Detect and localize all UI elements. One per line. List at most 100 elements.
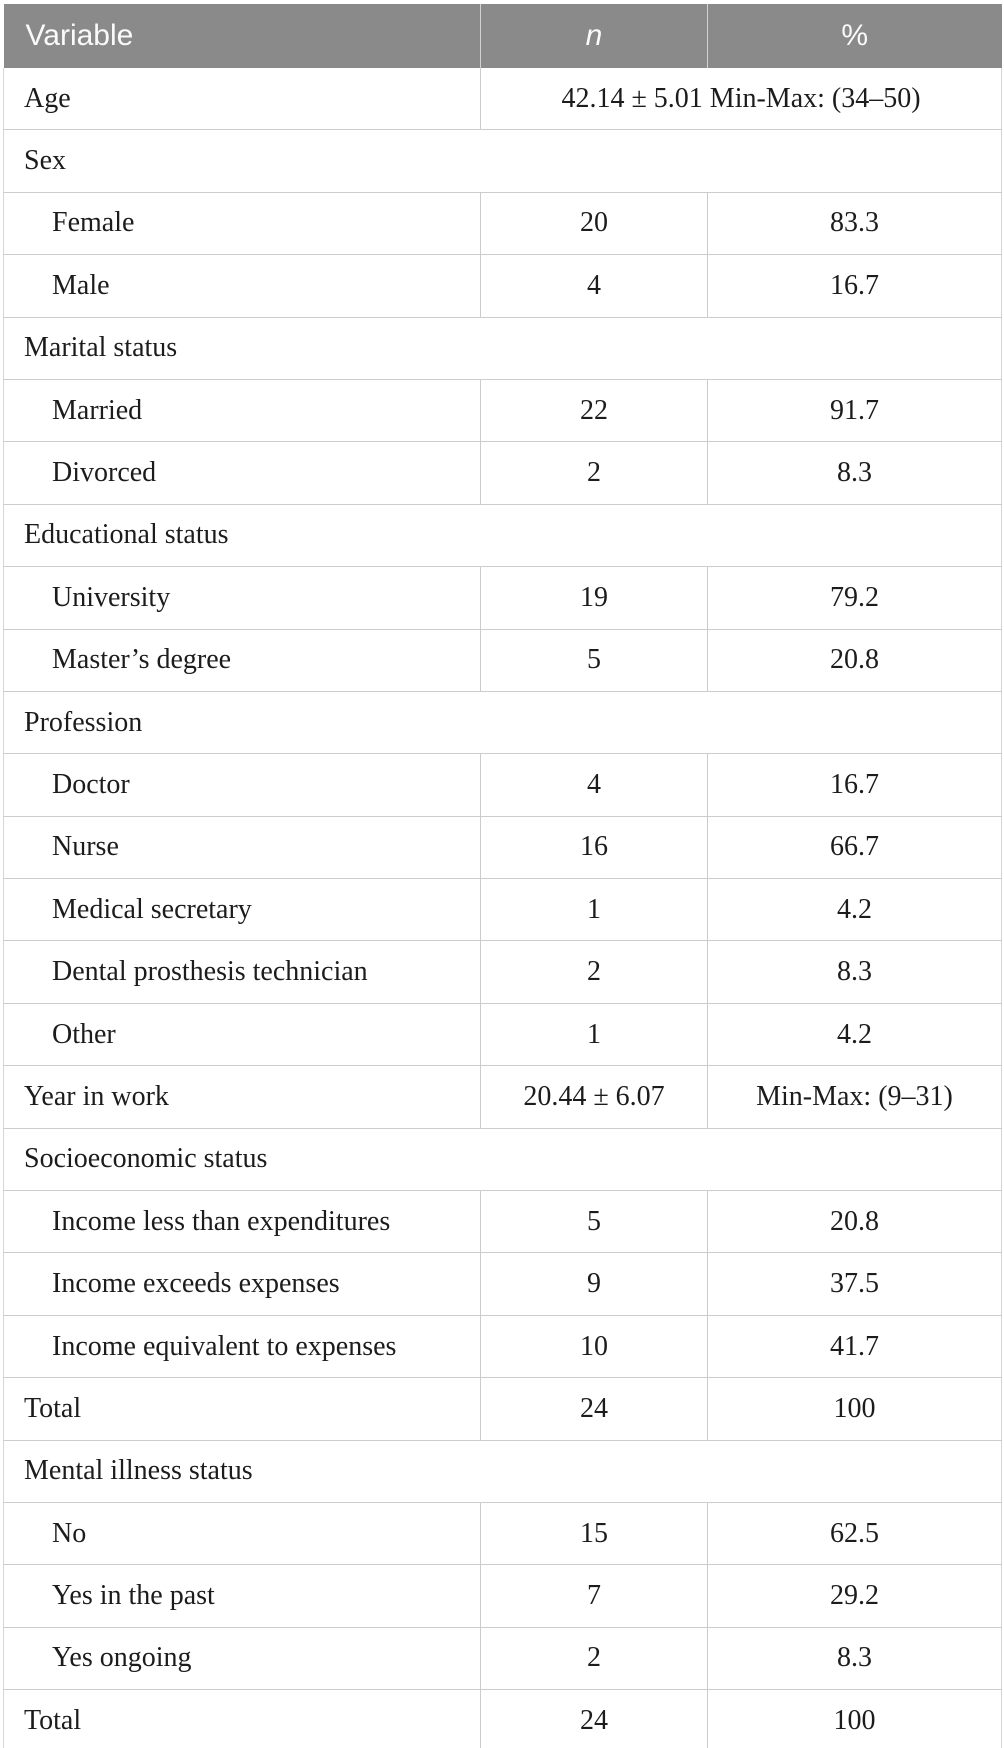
table-row: Income less than expenditures 5 20.8: [3, 1190, 1002, 1254]
row-label: Other: [3, 1003, 481, 1067]
n-value: 19: [480, 566, 708, 630]
percent-value: 41.7: [707, 1315, 1002, 1379]
percent-value: 66.7: [707, 816, 1002, 880]
percent-value: 4.2: [707, 878, 1002, 942]
row-label: Master’s degree: [3, 629, 481, 692]
table-row: Master’s degree 5 20.8: [3, 629, 1002, 692]
n-value: 2: [480, 940, 708, 1004]
percent-value: 62.5: [707, 1502, 1002, 1566]
n-value: 24: [480, 1689, 708, 1748]
column-header-n: n: [480, 4, 708, 68]
n-value: 22: [480, 379, 708, 443]
row-label: Income exceeds expenses: [3, 1252, 481, 1316]
n-value: 10: [480, 1315, 708, 1379]
n-value: 24: [480, 1377, 708, 1441]
table-row: Divorced 2 8.3: [3, 441, 1002, 505]
category-label: Socioeconomic status: [3, 1128, 1002, 1192]
percent-value: 20.8: [707, 1190, 1002, 1254]
table-row: Total 24 100: [3, 1689, 1002, 1748]
percent-value: 100: [707, 1377, 1002, 1441]
percent-value: 20.8: [707, 629, 1002, 692]
table-row: Medical secretary 1 4.2: [3, 878, 1002, 942]
row-label: Age: [3, 68, 481, 131]
row-label: Medical secretary: [3, 878, 481, 942]
row-label: Divorced: [3, 441, 481, 505]
n-value: 20: [480, 192, 708, 256]
table-row: Nurse 16 66.7: [3, 816, 1002, 880]
n-value: 1: [480, 1003, 708, 1067]
table-row: Total 24 100: [3, 1377, 1002, 1441]
row-label: Year in work: [3, 1065, 481, 1129]
table-row: Age 42.14 ± 5.01 Min-Max: (34–50): [3, 68, 1002, 131]
column-header-variable: Variable: [3, 4, 481, 68]
percent-value: 8.3: [707, 940, 1002, 1004]
n-value: 2: [480, 441, 708, 505]
percent-value: 37.5: [707, 1252, 1002, 1316]
n-value: 15: [480, 1502, 708, 1566]
row-label: Nurse: [3, 816, 481, 880]
table-row: Sex: [3, 129, 1002, 193]
table-row: Mental illness status: [3, 1440, 1002, 1503]
table-row: Educational status: [3, 504, 1002, 568]
category-label: Marital status: [3, 317, 1002, 380]
percent-value: 16.7: [707, 753, 1002, 817]
n-value: 9: [480, 1252, 708, 1316]
percent-value: Min-Max: (9–31): [707, 1065, 1002, 1129]
n-value: 16: [480, 816, 708, 880]
row-label: University: [3, 566, 481, 630]
table-header: Variable n %: [3, 4, 1002, 68]
table-row: Yes in the past 7 29.2: [3, 1564, 1002, 1628]
percent-value: 8.3: [707, 1627, 1002, 1691]
n-value: 4: [480, 753, 708, 817]
table-row: Profession: [3, 691, 1002, 755]
row-label: Yes in the past: [3, 1564, 481, 1628]
span-value: 42.14 ± 5.01 Min-Max: (34–50): [480, 68, 1002, 131]
row-label: Yes ongoing: [3, 1627, 481, 1691]
percent-value: 83.3: [707, 192, 1002, 256]
n-value: 5: [480, 1190, 708, 1254]
row-label: Income equivalent to expenses: [3, 1315, 481, 1379]
row-label: Married: [3, 379, 481, 443]
n-value: 1: [480, 878, 708, 942]
demographics-table: Variable n % Age 42.14 ± 5.01 Min-Max: (3…: [3, 4, 1002, 1748]
percent-value: 100: [707, 1689, 1002, 1748]
column-header-percent: %: [707, 4, 1002, 68]
n-value: 20.44 ± 6.07: [480, 1065, 708, 1129]
table-row: University 19 79.2: [3, 566, 1002, 630]
table-row: Year in work 20.44 ± 6.07 Min-Max: (9–31): [3, 1065, 1002, 1129]
table-row: Married 22 91.7: [3, 379, 1002, 443]
table-row: Female 20 83.3: [3, 192, 1002, 256]
n-value: 5: [480, 629, 708, 692]
n-value: 4: [480, 254, 708, 318]
row-label: Income less than expenditures: [3, 1190, 481, 1254]
table-row: Income equivalent to expenses 10 41.7: [3, 1315, 1002, 1379]
row-label: Doctor: [3, 753, 481, 817]
category-label: Profession: [3, 691, 1002, 755]
row-label: No: [3, 1502, 481, 1566]
percent-value: 4.2: [707, 1003, 1002, 1067]
table-row: Income exceeds expenses 9 37.5: [3, 1252, 1002, 1316]
percent-value: 29.2: [707, 1564, 1002, 1628]
n-value: 2: [480, 1627, 708, 1691]
header-row: Variable n %: [3, 4, 1002, 68]
table-row: Other 1 4.2: [3, 1003, 1002, 1067]
row-label: Male: [3, 254, 481, 318]
row-label: Total: [3, 1377, 481, 1441]
n-value: 7: [480, 1564, 708, 1628]
category-label: Sex: [3, 129, 1002, 193]
table-row: Dental prosthesis technician 2 8.3: [3, 940, 1002, 1004]
row-label: Total: [3, 1689, 481, 1748]
percent-value: 91.7: [707, 379, 1002, 443]
table-row: Male 4 16.7: [3, 254, 1002, 318]
table-row: Doctor 4 16.7: [3, 753, 1002, 817]
row-label: Dental prosthesis technician: [3, 940, 481, 1004]
category-label: Educational status: [3, 504, 1002, 568]
row-label: Female: [3, 192, 481, 256]
table-row: Socioeconomic status: [3, 1128, 1002, 1192]
table-row: Marital status: [3, 317, 1002, 380]
percent-value: 8.3: [707, 441, 1002, 505]
table-body: Age 42.14 ± 5.01 Min-Max: (34–50) Sex Femal…: [3, 68, 1002, 1748]
percent-value: 16.7: [707, 254, 1002, 318]
table-row: No 15 62.5: [3, 1502, 1002, 1566]
